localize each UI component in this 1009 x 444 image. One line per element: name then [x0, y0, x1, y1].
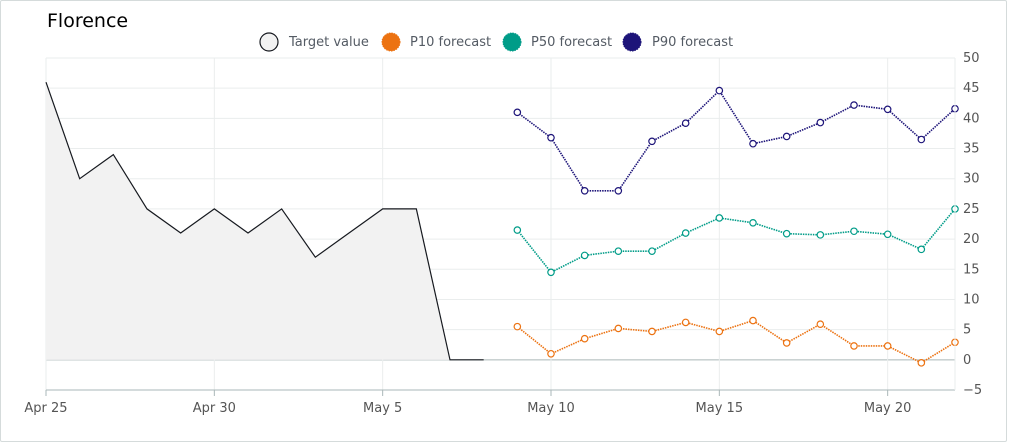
- series-lines: [45, 81, 959, 367]
- legend-label[interactable]: P90 forecast: [652, 35, 733, 50]
- data-point[interactable]: [850, 227, 858, 236]
- y-tick-label: 50: [963, 51, 980, 66]
- y-tick-label: 45: [963, 81, 980, 96]
- data-point[interactable]: [648, 327, 656, 336]
- data-point[interactable]: [883, 342, 892, 350]
- data-point[interactable]: [580, 251, 589, 260]
- data-point[interactable]: [614, 324, 623, 333]
- data-point[interactable]: [749, 316, 757, 325]
- y-tick-label: 20: [963, 232, 980, 247]
- data-point[interactable]: [782, 229, 791, 238]
- y-tick-label: 30: [963, 172, 980, 187]
- x-tick-label: Apr 30: [193, 401, 236, 416]
- data-point[interactable]: [681, 119, 690, 127]
- data-point[interactable]: [816, 118, 825, 127]
- data-point[interactable]: [883, 105, 892, 114]
- legend-swatch: [259, 32, 279, 52]
- data-point[interactable]: [850, 101, 858, 109]
- data-point[interactable]: [816, 231, 825, 239]
- data-point[interactable]: [883, 230, 892, 239]
- data-point[interactable]: [816, 320, 825, 329]
- x-tick-label: Apr 25: [24, 401, 67, 416]
- data-point[interactable]: [513, 108, 522, 117]
- data-point[interactable]: [850, 342, 858, 350]
- y-tick-label: 0: [963, 353, 971, 368]
- legend-label[interactable]: P10 forecast: [410, 35, 491, 50]
- y-tick-label: 25: [963, 202, 980, 217]
- data-point[interactable]: [580, 334, 589, 343]
- data-point[interactable]: [648, 247, 656, 255]
- data-point[interactable]: [782, 339, 791, 347]
- legend-swatch: [622, 32, 642, 52]
- x-tick-label: May 10: [527, 401, 575, 416]
- data-point[interactable]: [648, 137, 656, 146]
- data-point[interactable]: [513, 322, 522, 331]
- data-point[interactable]: [917, 135, 926, 144]
- series-line-p50-forecast: [516, 208, 956, 274]
- data-point[interactable]: [749, 218, 757, 227]
- data-point[interactable]: [614, 247, 623, 255]
- data-point[interactable]: [715, 327, 724, 336]
- data-point[interactable]: [715, 214, 724, 222]
- data-point[interactable]: [513, 226, 522, 234]
- legend-swatch: [502, 32, 522, 52]
- y-tick-label: 40: [963, 111, 980, 126]
- data-point[interactable]: [917, 245, 926, 254]
- series-line-target-value: [45, 81, 484, 361]
- legend-label[interactable]: P50 forecast: [531, 35, 612, 50]
- data-point[interactable]: [782, 132, 791, 141]
- y-tick-label: −5: [963, 383, 982, 398]
- data-point[interactable]: [547, 133, 555, 142]
- data-point[interactable]: [681, 318, 690, 327]
- y-tick-label: 35: [963, 142, 980, 157]
- series-line-p90-forecast: [516, 89, 956, 192]
- data-point[interactable]: [917, 359, 926, 367]
- x-tick-label: May 5: [363, 401, 402, 416]
- y-tick-label: 15: [963, 262, 980, 277]
- data-point[interactable]: [715, 86, 724, 95]
- data-point[interactable]: [547, 268, 555, 277]
- legend-label[interactable]: Target value: [288, 35, 369, 50]
- data-point[interactable]: [614, 187, 623, 195]
- x-tick-label: May 20: [864, 401, 912, 416]
- data-point[interactable]: [547, 349, 555, 358]
- legend: Target value P10 forecast P50 forecast P90 …: [259, 32, 733, 52]
- chart-title: Florence: [47, 10, 129, 32]
- data-point[interactable]: [681, 229, 690, 237]
- series-line-p10-forecast: [516, 319, 956, 364]
- data-point[interactable]: [580, 187, 589, 195]
- y-tick-label: 5: [963, 323, 971, 338]
- legend-swatch: [381, 32, 401, 52]
- y-tick-label: 10: [963, 292, 980, 307]
- data-point[interactable]: [749, 139, 757, 148]
- x-tick-label: May 15: [696, 401, 744, 416]
